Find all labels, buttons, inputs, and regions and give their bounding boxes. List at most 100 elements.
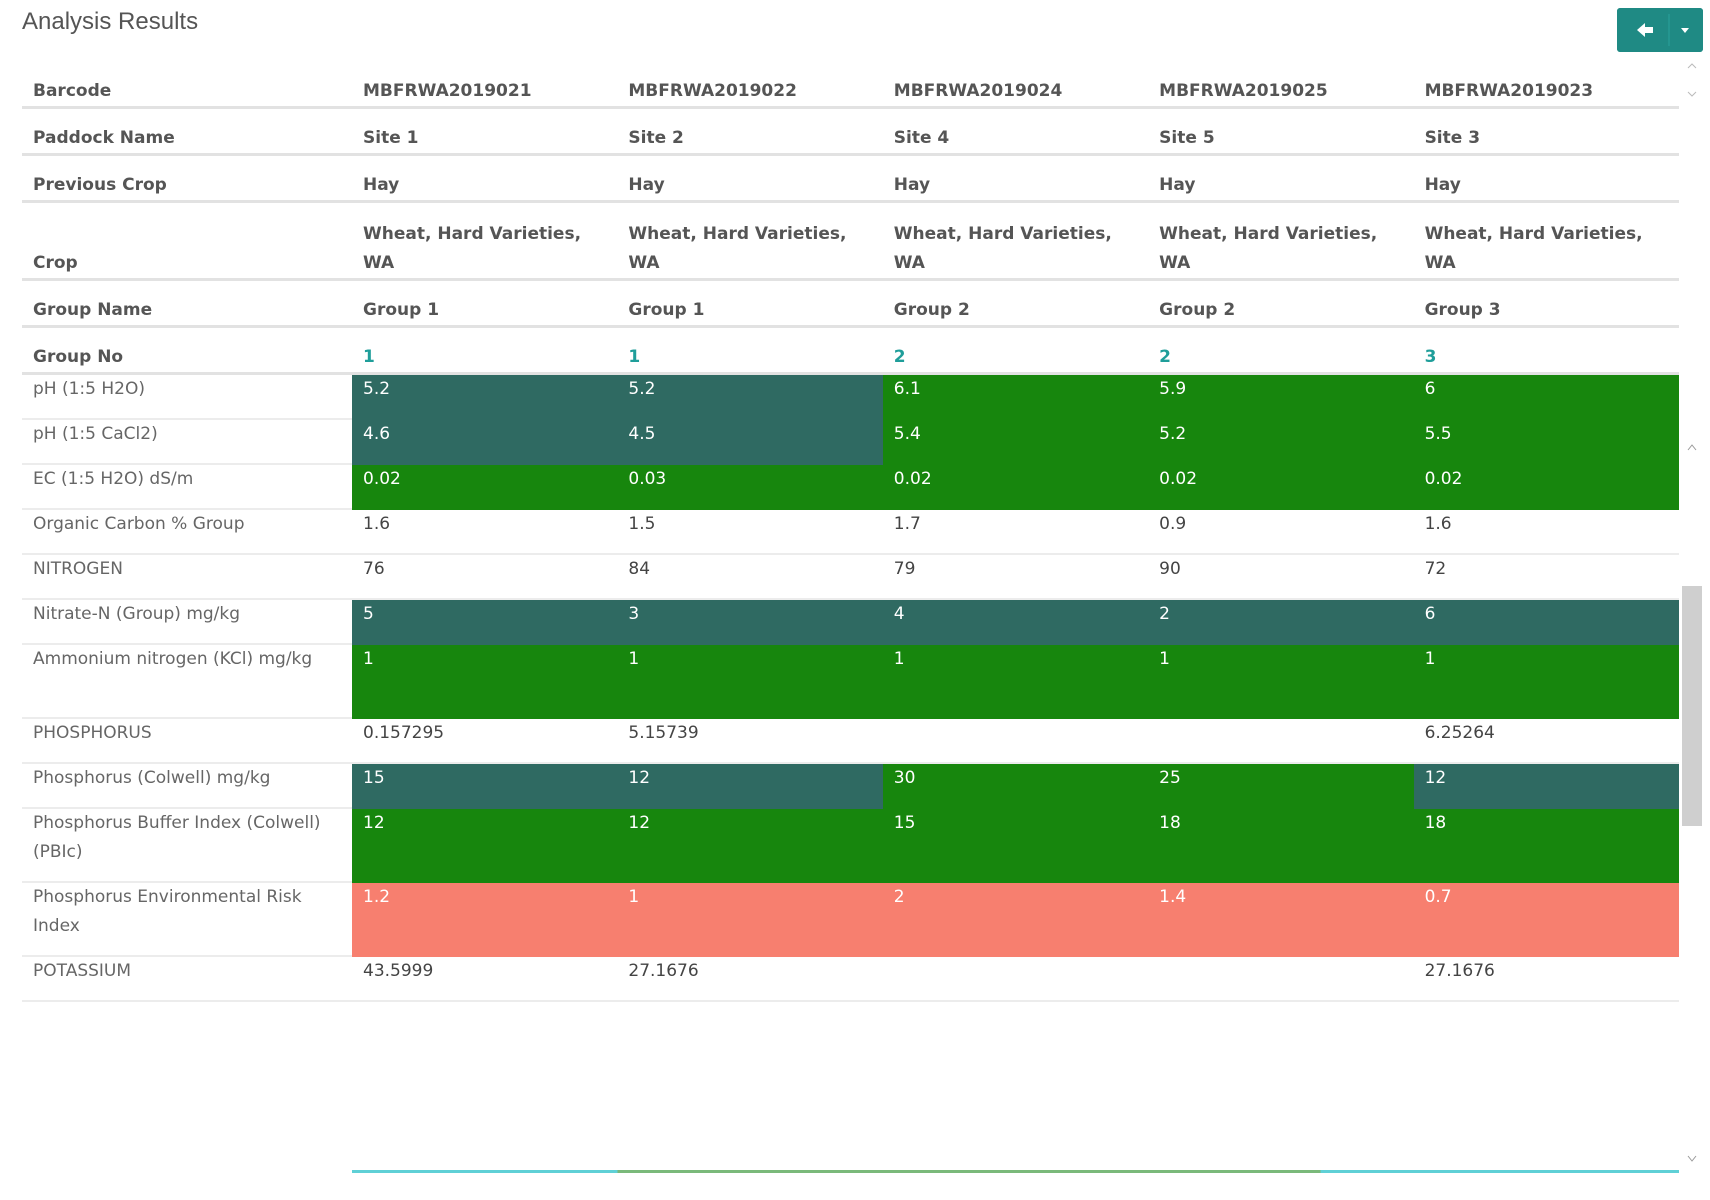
result-row: EC (1:5 H2O) dS/m 0.02 0.03 0.02 0.02 0.02 [22, 464, 1679, 510]
value-cell: 27.1676 [617, 956, 883, 1002]
value-cell: 5.5 [1413, 419, 1679, 465]
header-cell: Site 3 [1413, 107, 1679, 156]
value-cell: 15 [882, 808, 1149, 883]
scroll-up-arrow[interactable] [1684, 440, 1700, 456]
value-cell: 27.1676 [1413, 956, 1679, 1002]
value-cell: 1.6 [352, 509, 618, 555]
header-cell: Group 3 [1413, 279, 1679, 328]
row-label: NITROGEN [22, 554, 352, 600]
export-button[interactable] [1617, 8, 1703, 52]
result-row: PHOSPHORUS 0.157295 5.15739 6.25264 [22, 718, 1679, 764]
value-cell: 72 [1413, 554, 1679, 600]
header-cell: MBFRWA2019024 [882, 62, 1149, 109]
header-cell: Hay [1413, 154, 1679, 203]
header-cell: 2 [882, 326, 1149, 375]
scroll-down-arrow[interactable] [1684, 1150, 1700, 1166]
row-label: Group No [22, 326, 352, 375]
result-row: Ammonium nitrogen (KCl) mg/kg 1 1 1 1 1 [22, 644, 1679, 719]
button-body[interactable] [1617, 8, 1703, 52]
header-cell: Site 4 [882, 107, 1149, 156]
value-cell: 1.5 [617, 509, 883, 555]
header-cell: Site 1 [352, 107, 618, 156]
header-row: Group No 1 1 2 2 3 [22, 326, 1679, 375]
header-cell: 2 [1148, 326, 1414, 375]
header-cell: 1 [352, 326, 618, 375]
scroll-arrows[interactable] [1684, 60, 1700, 100]
results-table: Barcode MBFRWA2019021 MBFRWA2019022 MBFRWA2… [22, 62, 1679, 1002]
header-row: Paddock Name Site 1 Site 2 Site 4 Site 5 Site… [22, 107, 1679, 156]
header-cell: Hay [1148, 154, 1414, 203]
value-cell: 6.1 [882, 373, 1149, 420]
header-cell: Site 5 [1148, 107, 1414, 156]
value-cell: 5.9 [1148, 373, 1414, 420]
value-cell: 5.4 [882, 419, 1149, 465]
row-label: Barcode [22, 62, 352, 109]
value-cell: 1 [352, 644, 618, 719]
value-cell: 1.7 [882, 509, 1149, 555]
header-row: Barcode MBFRWA2019021 MBFRWA2019022 MBFRWA2… [22, 62, 1679, 109]
header-cell: MBFRWA2019025 [1148, 62, 1414, 109]
header-cell: Group 2 [882, 279, 1149, 328]
row-label: POTASSIUM [22, 956, 352, 1002]
row-label: Phosphorus Buffer Index (Colwell) (PBIc) [22, 808, 352, 883]
value-cell [882, 956, 1149, 1002]
value-cell: 0.157295 [352, 718, 618, 764]
value-cell: 5 [352, 599, 618, 645]
header-cell: MBFRWA2019023 [1413, 62, 1679, 109]
arrow-icon [1637, 23, 1653, 37]
value-cell: 0.03 [617, 464, 883, 510]
row-label: pH (1:5 H2O) [22, 373, 352, 420]
value-cell: 25 [1148, 763, 1414, 809]
value-cell: 12 [1413, 763, 1679, 809]
header-cell: Wheat, Hard Varieties, WA [1413, 201, 1679, 281]
header-cell: Hay [882, 154, 1149, 203]
value-cell: 1 [617, 644, 883, 719]
row-label: EC (1:5 H2O) dS/m [22, 464, 352, 510]
header-cell: Hay [352, 154, 618, 203]
result-row: Nitrate-N (Group) mg/kg 5 3 4 2 6 [22, 599, 1679, 645]
header-cell: Site 2 [617, 107, 883, 156]
value-cell: 4.5 [617, 419, 883, 465]
row-label: Organic Carbon % Group [22, 509, 352, 555]
header-row: Group Name Group 1 Group 1 Group 2 Group 2 Gr… [22, 279, 1679, 328]
value-cell: 5.2 [617, 373, 883, 420]
scroll-up[interactable] [1687, 63, 1697, 69]
value-cell: 1.2 [352, 882, 618, 957]
header-cell: Group 1 [352, 279, 618, 328]
result-row: Phosphorus Environmental Risk Index 1.2 1 2… [22, 882, 1679, 957]
row-label: PHOSPHORUS [22, 718, 352, 764]
header-cell: Group 1 [617, 279, 883, 328]
row-label: Group Name [22, 279, 352, 328]
value-cell: 0.02 [1148, 464, 1414, 510]
value-cell: 4 [882, 599, 1149, 645]
result-row: Phosphorus (Colwell) mg/kg 15 12 30 25 12 [22, 763, 1679, 809]
result-row: POTASSIUM 43.5999 27.1676 27.1676 [22, 956, 1679, 1002]
scroll-down[interactable] [1687, 1155, 1697, 1162]
value-cell [882, 718, 1149, 764]
scroll-up[interactable] [1687, 444, 1697, 451]
value-cell: 18 [1148, 808, 1414, 883]
header-cell: Hay [617, 154, 883, 203]
value-cell: 6 [1413, 373, 1679, 420]
value-cell: 12 [352, 808, 618, 883]
row-label: Crop [22, 201, 352, 281]
header-cell: Wheat, Hard Varieties, WA [882, 201, 1149, 281]
row-label: Paddock Name [22, 107, 352, 156]
caret-icon[interactable] [1681, 28, 1689, 33]
value-cell: 6.25264 [1413, 718, 1679, 764]
value-cell: 1 [1148, 644, 1414, 719]
header-cell: MBFRWA2019022 [617, 62, 883, 109]
header-cell: Wheat, Hard Varieties, WA [352, 201, 618, 281]
header-cell: Wheat, Hard Varieties, WA [617, 201, 883, 281]
value-cell: 5.2 [1148, 419, 1414, 465]
value-cell: 5.2 [352, 373, 618, 420]
scrollbar-thumb[interactable] [1682, 586, 1702, 826]
value-cell: 30 [882, 763, 1149, 809]
value-cell: 5.15739 [617, 718, 883, 764]
table-edge [352, 1170, 1679, 1173]
value-cell: 84 [617, 554, 883, 600]
value-cell: 0.02 [882, 464, 1149, 510]
value-cell: 18 [1413, 808, 1679, 883]
scroll-down[interactable] [1687, 91, 1697, 97]
